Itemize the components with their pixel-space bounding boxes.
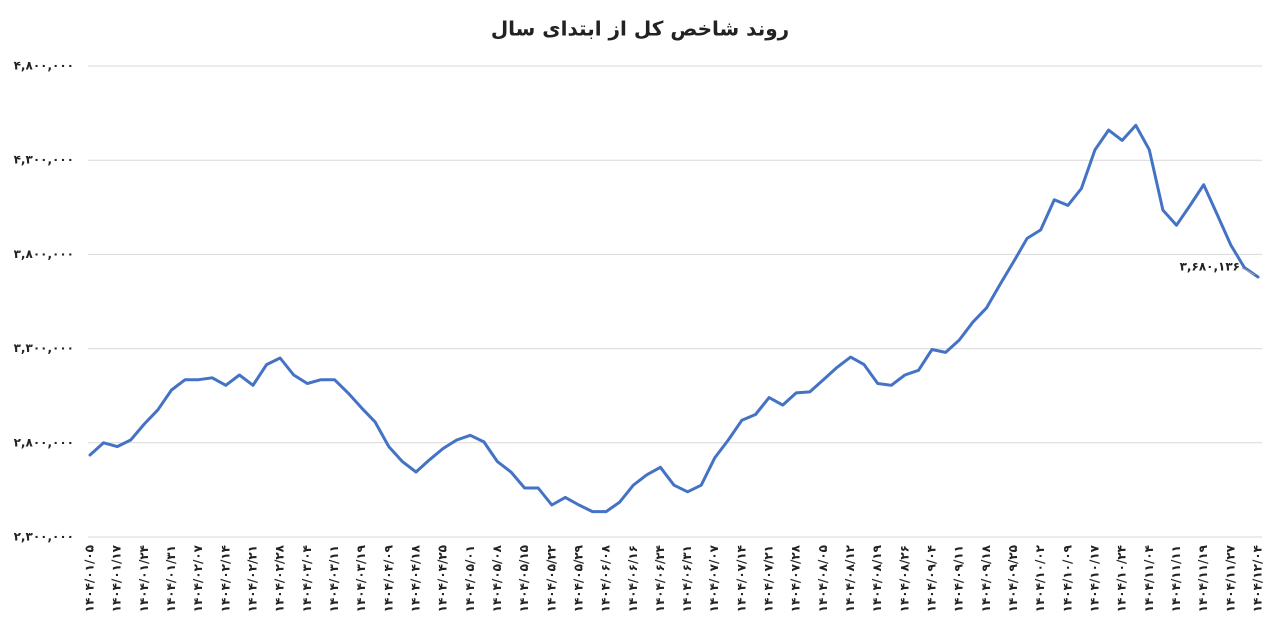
x-tick-label: ۱۴۰۴/۰۸/۲۶ <box>897 545 911 612</box>
x-tick-label: ۱۴۰۴/۰۱/۱۷ <box>110 544 124 612</box>
x-tick-label: ۱۴۰۴/۰۲/۱۴ <box>218 545 232 612</box>
x-tick-label: ۱۴۰۴/۱۰/۰۲ <box>1033 544 1047 612</box>
x-tick-label: ۱۴۰۴/۰۵/۰۱ <box>463 545 477 612</box>
x-tick-label: ۱۴۰۴/۰۳/۰۴ <box>300 545 314 612</box>
x-tick-label: ۱۴۰۴/۰۵/۲۹ <box>571 544 585 612</box>
x-tick-label: ۱۴۰۴/۰۱/۳۱ <box>164 545 178 612</box>
line-series <box>88 123 1260 514</box>
x-tick-label: ۱۴۰۴/۰۶/۱۶ <box>626 545 640 612</box>
x-tick-label: ۱۴۰۴/۰۶/۲۴ <box>653 545 667 612</box>
x-tick-label: ۱۴۰۴/۰۱/۰۵ <box>83 545 97 612</box>
x-tick-label: ۱۴۰۴/۰۹/۰۴ <box>925 545 939 612</box>
y-tick-label: ۳,۳۰۰,۰۰۰ <box>14 341 74 355</box>
x-tick-label: ۱۴۰۴/۰۲/۲۱ <box>245 545 259 612</box>
x-tick-label: ۱۴۰۴/۰۳/۱۱ <box>327 545 341 612</box>
x-tick-label: ۱۴۰۴/۱۱/۱۱ <box>1169 545 1183 612</box>
x-tick-label: ۱۴۰۴/۰۷/۱۴ <box>734 545 748 612</box>
x-tick-label: ۱۴۰۴/۰۶/۰۸ <box>599 544 613 612</box>
x-tick-label: ۱۴۰۴/۰۴/۰۹ <box>381 544 395 612</box>
x-tick-label: ۱۴۰۴/۰۸/۱۲ <box>843 544 857 612</box>
y-tick-label: ۴,۸۰۰,۰۰۰ <box>14 59 74 73</box>
x-tick-label: ۱۴۰۴/۰۶/۳۱ <box>680 545 694 612</box>
x-tick-label: ۱۴۰۴/۱۱/۲۷ <box>1223 544 1237 612</box>
x-tick-label: ۱۴۰۴/۰۵/۰۸ <box>490 544 504 612</box>
x-tick-label: ۱۴۰۴/۰۷/۰۷ <box>707 544 721 612</box>
x-tick-label: ۱۴۰۴/۰۵/۲۲ <box>544 544 558 612</box>
y-tick-label: ۲,۳۰۰,۰۰۰ <box>14 530 74 544</box>
y-tick-label: ۳,۸۰۰,۰۰۰ <box>14 247 74 261</box>
label-leader <box>1241 267 1256 276</box>
x-tick-label: ۱۴۰۴/۱۰/۱۷ <box>1088 544 1102 612</box>
x-tick-label: ۱۴۰۴/۰۹/۱۱ <box>952 545 966 612</box>
y-tick-label: ۲,۸۰۰,۰۰۰ <box>14 435 74 449</box>
x-tick-label: ۱۴۰۴/۰۱/۲۴ <box>137 545 151 612</box>
y-tick-label: ۴,۳۰۰,۰۰۰ <box>14 153 74 167</box>
x-tick-label: ۱۴۰۴/۰۷/۲۱ <box>762 545 776 612</box>
x-tick-label: ۱۴۰۴/۰۳/۱۹ <box>354 544 368 612</box>
x-tick-label: ۱۴۰۴/۰۹/۱۸ <box>979 544 993 612</box>
chart-title: روند شاخص کل از ابتدای سال <box>491 17 789 41</box>
data-label: ۳,۶۸۰,۱۳۶ <box>1180 259 1240 273</box>
x-tick-label: ۱۴۰۴/۰۸/۰۵ <box>816 545 830 612</box>
x-tick-label: ۱۴۰۴/۰۸/۱۹ <box>870 544 884 612</box>
x-tick-label: ۱۴۰۴/۰۴/۱۸ <box>408 544 422 612</box>
x-tick-label: ۱۴۰۴/۰۹/۲۵ <box>1006 545 1020 612</box>
x-tick-label: ۱۴۰۴/۰۷/۲۸ <box>789 544 803 612</box>
x-tick-label: ۱۴۰۴/۱۰/۰۹ <box>1060 544 1074 612</box>
x-tick-label: ۱۴۰۴/۰۲/۲۸ <box>273 544 287 612</box>
x-tick-label: ۱۴۰۴/۱۲/۰۴ <box>1251 545 1265 612</box>
x-tick-label: ۱۴۰۴/۱۰/۲۴ <box>1115 545 1129 612</box>
x-tick-label: ۱۴۰۴/۰۴/۲۵ <box>436 545 450 612</box>
x-tick-label: ۱۴۰۴/۱۱/۱۹ <box>1196 544 1210 612</box>
x-tick-label: ۱۴۰۴/۰۲/۰۷ <box>191 544 205 612</box>
x-tick-label: ۱۴۰۴/۰۵/۱۵ <box>517 545 531 612</box>
x-tick-label: ۱۴۰۴/۱۱/۰۴ <box>1142 545 1156 612</box>
